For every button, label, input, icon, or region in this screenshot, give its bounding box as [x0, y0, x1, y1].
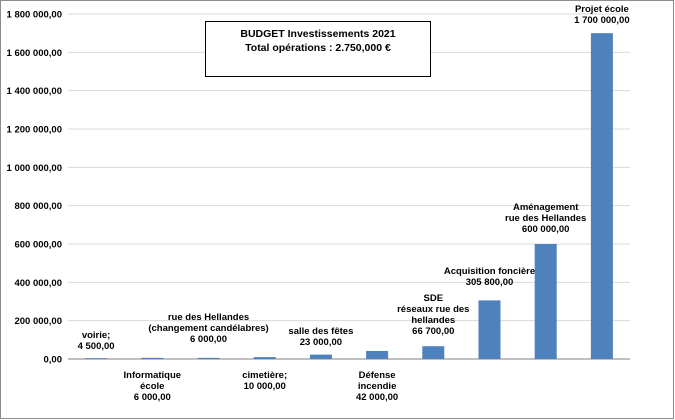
data-label: SDE réseaux rue des hellandes 66 700,00 — [397, 293, 469, 337]
data-label: Aménagement rue des Hellandes 600 000,00 — [505, 202, 586, 235]
data-label: rue des Hellandes (changement candélabres… — [148, 312, 268, 345]
y-axis-ticks: 0,00 200 000,00 400 000,00 600 000,00 800 00… — [7, 10, 62, 366]
bar — [478, 300, 501, 359]
y-tick-label: 0,00 — [44, 355, 63, 366]
bar — [590, 33, 613, 360]
chart-title: BUDGET Investissements 2021 — [240, 28, 396, 40]
data-label: cimetière; 10 000,00 — [242, 370, 287, 392]
y-tick-label: 1 400 000,00 — [7, 86, 62, 97]
y-tick-label: 1 200 000,00 — [7, 125, 62, 136]
y-tick-label: 200 000,00 — [14, 316, 62, 327]
bar — [422, 346, 445, 359]
bar — [141, 357, 164, 359]
bar — [253, 357, 276, 359]
data-label: Projet école 1 700 000,00 — [574, 4, 629, 26]
bar — [85, 358, 108, 359]
y-tick-label: 400 000,00 — [14, 278, 62, 289]
bar — [366, 350, 389, 359]
y-tick-label: 1 000 000,00 — [7, 163, 62, 174]
chart-title-box: BUDGET Investissements 2021 Total opérat… — [205, 21, 431, 77]
data-label: Informatique école 6 000,00 — [124, 370, 182, 403]
chart-subtitle: Total opérations : 2.750,000 € — [245, 42, 391, 54]
bar — [197, 357, 220, 359]
y-tick-label: 800 000,00 — [14, 201, 62, 212]
y-tick-label: 1 600 000,00 — [7, 48, 62, 59]
bar — [309, 354, 332, 359]
data-label: salle des fêtes 23 000,00 — [288, 326, 353, 348]
data-label: voirie; 4 500,00 — [78, 330, 115, 352]
data-label: Acquisition foncière 305 800,00 — [444, 266, 535, 288]
data-label: Défense incendie 42 000,00 — [356, 370, 398, 403]
bars — [85, 33, 613, 360]
bar — [534, 244, 557, 359]
y-tick-label: 1 800 000,00 — [7, 10, 62, 21]
y-tick-label: 600 000,00 — [14, 240, 62, 251]
data-labels: voirie; 4 500,00 Informatique école 6 000,00… — [78, 4, 630, 403]
